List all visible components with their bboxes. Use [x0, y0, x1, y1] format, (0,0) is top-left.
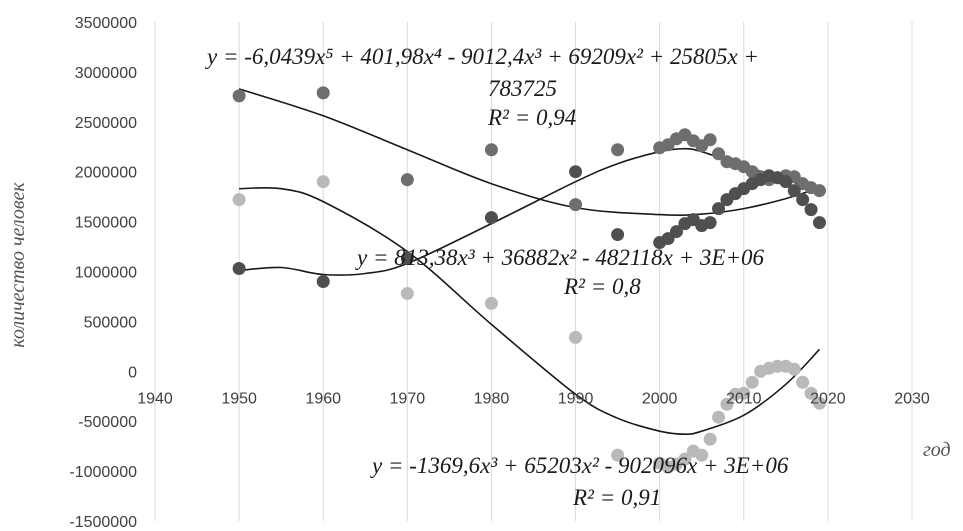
x-tick-label: 1980: [474, 390, 510, 407]
data-points: [232, 86, 826, 474]
y-tick-label: 1000000: [75, 265, 137, 282]
trendline-3-equation: y = -1369,6x³ + 65203x² - 902096x + 3E+0…: [370, 453, 789, 478]
series-1-point: [812, 184, 826, 198]
series-3-point: [484, 296, 498, 310]
y-tick-label: -500000: [78, 414, 137, 431]
series-3-point: [316, 175, 330, 189]
series-3-point: [787, 362, 801, 376]
y-tick-label: 3000000: [75, 65, 137, 82]
series-2-point: [611, 228, 625, 242]
trendline-3-r2: R² = 0,91: [572, 485, 661, 510]
y-tick-label: -1000000: [69, 464, 137, 481]
series-3-point: [737, 386, 751, 400]
series-3-point: [678, 452, 692, 466]
series-3-point: [703, 432, 717, 446]
series-2-point: [569, 165, 583, 179]
x-tick-label: 1960: [305, 390, 341, 407]
trendline-1-equation-cont: 783725: [488, 76, 557, 101]
y-axis-title: количество человек: [7, 182, 29, 348]
trendline-1-r2: R² = 0,94: [487, 105, 576, 130]
grid: [154, 22, 913, 521]
x-tick-labels: 1940 1950 1960 1970 1980 1990 2000 2010 2020 2030: [137, 390, 930, 407]
series-2-point: [804, 203, 818, 217]
series-3-point: [712, 410, 726, 424]
series-2-point: [779, 175, 793, 189]
series-1-point: [703, 133, 717, 147]
series-3-point: [611, 448, 625, 462]
series-1-point: [569, 198, 583, 212]
x-tick-label: 2020: [810, 390, 846, 407]
trendline-1: [238, 88, 820, 216]
series-3-point: [745, 375, 759, 389]
series-3-point: [569, 330, 583, 344]
y-tick-label: -1500000: [69, 514, 137, 531]
x-tick-label: 1970: [390, 390, 426, 407]
series-1-point: [232, 89, 246, 103]
series-3-point: [796, 375, 810, 389]
series-1-point: [611, 143, 625, 157]
series-2-point: [712, 202, 726, 216]
series-3-point: [720, 397, 734, 411]
y-tick-label: 2500000: [75, 115, 137, 132]
y-tick-label: 0: [128, 364, 137, 381]
series-2-point: [232, 262, 246, 276]
series-2-point: [669, 225, 683, 239]
trendline-2-equation: y = 813,38x³ + 36882x² - 482118x + 3E+06: [355, 245, 764, 270]
series-2-point: [796, 193, 810, 207]
series-3-point: [695, 448, 709, 462]
series-1-point: [712, 147, 726, 161]
series-1-point: [400, 173, 414, 187]
series-2-point: [703, 216, 717, 230]
y-tick-label: 3500000: [75, 15, 137, 32]
series-2-point: [812, 216, 826, 230]
x-tick-label: 1990: [558, 390, 594, 407]
trendline-labels: y = -6,0439x⁵ + 401,98x⁴ - 9012,4x³ + 69…: [205, 44, 789, 510]
series-3-point: [232, 193, 246, 207]
y-tick-label: 500000: [84, 314, 137, 331]
series-3-point: [804, 386, 818, 400]
series-1-point: [316, 86, 330, 100]
series-2-point: [484, 211, 498, 225]
x-tick-label: 1950: [221, 390, 257, 407]
x-tick-label: 1940: [137, 390, 173, 407]
series-2-point: [787, 184, 801, 198]
trendline-3: [239, 186, 821, 436]
x-tick-label: 2030: [894, 390, 930, 407]
series-2-point: [400, 252, 414, 266]
series-3-point: [812, 396, 826, 410]
series-3-point: [400, 286, 414, 300]
y-tick-labels: 3500000 3000000 2500000 2000000 1500000 10000…: [69, 15, 137, 531]
series-2-point: [316, 274, 330, 288]
y-tick-label: 2000000: [75, 165, 137, 182]
y-tick-label: 1500000: [75, 215, 137, 232]
x-tick-label: 2010: [726, 390, 762, 407]
x-tick-label: 2000: [642, 390, 678, 407]
x-axis-title: год: [923, 439, 951, 461]
trendline-1-equation: y = -6,0439x⁵ + 401,98x⁴ - 9012,4x³ + 69…: [205, 44, 759, 69]
series-1-point: [484, 143, 498, 157]
trendline-2-r2: R² = 0,8: [563, 274, 641, 299]
